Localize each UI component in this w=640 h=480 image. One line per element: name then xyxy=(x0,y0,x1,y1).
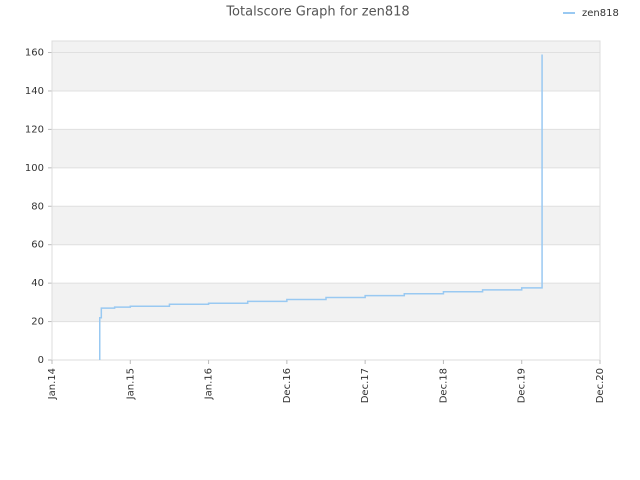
grid-band xyxy=(52,129,600,168)
x-tick-label: Dec.16 xyxy=(282,368,293,403)
grid-band xyxy=(52,206,600,245)
y-tick-label: 40 xyxy=(31,278,44,289)
grid-band xyxy=(52,41,600,53)
y-tick-label: 100 xyxy=(25,163,44,174)
grid-band xyxy=(52,283,600,322)
y-tick-label: 0 xyxy=(38,355,44,366)
y-tick-label: 20 xyxy=(31,317,44,328)
plot-frame xyxy=(51,40,601,361)
legend-label: zen818 xyxy=(582,8,619,19)
x-tick-label: Dec.19 xyxy=(517,368,528,403)
x-tick-label: Dec.17 xyxy=(360,368,371,403)
y-tick-label: 60 xyxy=(31,240,44,251)
line xyxy=(99,54,543,360)
x-tick-label: Dec.20 xyxy=(595,368,606,403)
x-tick-label: Jan.15 xyxy=(125,368,136,400)
y-tick-label: 160 xyxy=(25,48,44,59)
x-tick-label: Jan.16 xyxy=(204,368,215,400)
x-tick-label: Dec.18 xyxy=(438,368,449,403)
y-tick-label: 140 xyxy=(25,86,44,97)
y-tick-label: 80 xyxy=(31,201,44,212)
grid-band xyxy=(52,52,600,91)
x-tick-label: Jan.14 xyxy=(47,368,58,400)
chart-title: Totalscore Graph for zen818 xyxy=(225,5,409,20)
y-tick-label: 120 xyxy=(25,124,44,135)
